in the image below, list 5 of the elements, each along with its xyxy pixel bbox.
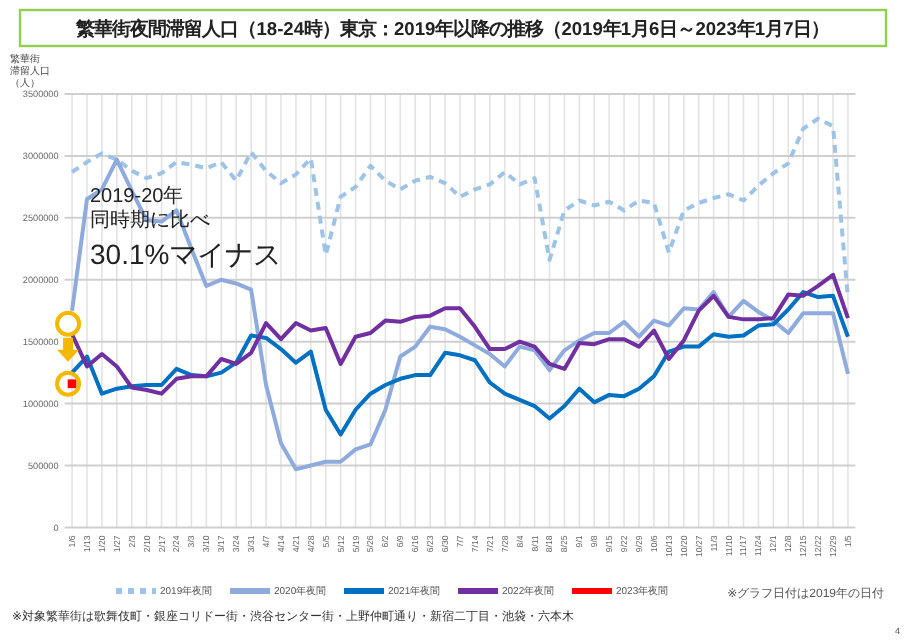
annotation: 同時期に比べ [90,210,210,232]
annotation: 30.1%マイナス [90,238,282,270]
title: 繁華街夜間滞留人口（18-24時）東京：2019年以降の推移（2019年1月6日～2023年1月7日） [18,8,888,48]
chart-title: 繁華街夜間滞留人口（18-24時）東京：2019年以降の推移（2019年1月6日～2023年1月7日） [74,19,830,39]
annotation: 2019-20年 [90,186,184,208]
